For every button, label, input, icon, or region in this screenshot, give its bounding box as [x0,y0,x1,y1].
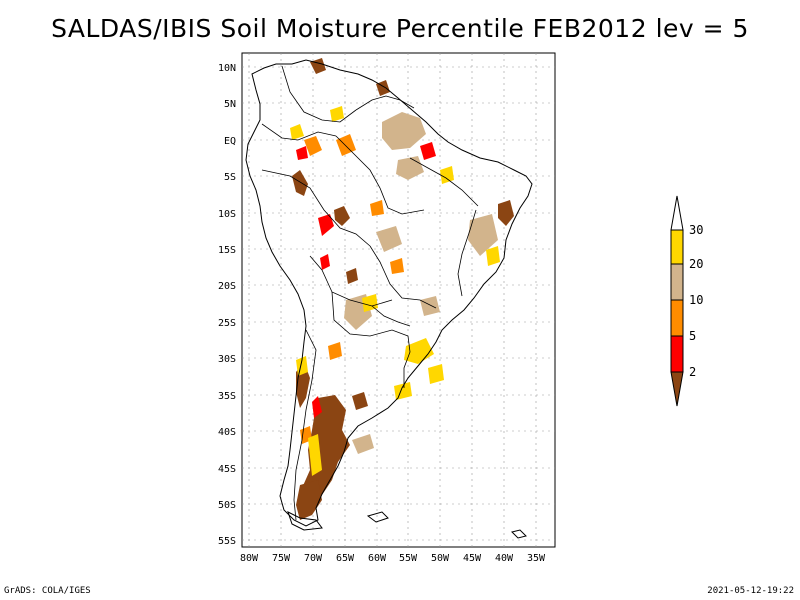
legend-label-5: 5 [689,329,696,343]
south-georgia [511,529,527,539]
lon-tick-80w: 80W [240,553,259,564]
lat-tick-5n: 5N [224,99,236,110]
legend-swatch-below-2 [670,371,684,407]
map-title: SALDAS/IBIS Soil Moisture Percentile FEB… [51,14,749,43]
south-america-coastline [245,59,533,527]
footer-timestamp: 2021-05-12-19:22 [707,586,794,596]
lat-tick-25s: 25S [218,318,236,329]
footer-credit: GrADS: COLA/IGES [4,586,91,596]
lat-tick-40s: 40S [218,427,236,438]
color-legend: 30 20 10 5 2 [670,195,703,407]
lat-tick-20s: 20S [218,281,236,292]
lat-tick-55s: 55S [218,536,236,547]
lon-tick-50w: 50W [431,553,450,564]
lon-tick-65w: 65W [336,553,355,564]
tierra-del-fuego [287,511,323,531]
lat-tick-eq: EQ [224,136,236,147]
lon-tick-35w: 35W [527,553,546,564]
longitude-ticks: 80W 75W 70W 65W 60W 55W 50W 45W 40W 35W [240,553,546,564]
legend-swatch-5-10 [670,299,684,337]
lat-tick-5s: 5S [224,172,236,183]
legend-swatch-10-20 [670,263,684,301]
lat-tick-10n: 10N [218,63,236,74]
legend-swatch-above-30 [670,195,684,231]
lat-tick-15s: 15S [218,245,236,256]
lon-tick-45w: 45W [463,553,482,564]
lat-tick-35s: 35S [218,391,236,402]
legend-label-2: 2 [689,365,696,379]
lon-tick-60w: 60W [368,553,387,564]
lat-tick-10s: 10S [218,209,236,220]
lat-tick-45s: 45S [218,464,236,475]
lon-tick-70w: 70W [304,553,323,564]
legend-label-10: 10 [689,293,703,307]
lat-tick-30s: 30S [218,354,236,365]
latitude-ticks: 10N 5N EQ 5S 10S 15S 20S 25S 30S 35S 40S… [218,63,236,547]
legend-swatch-2-5 [670,335,684,373]
lon-tick-75w: 75W [272,553,291,564]
legend-label-30: 30 [689,223,703,237]
legend-label-20: 20 [689,257,703,271]
lon-tick-55w: 55W [399,553,418,564]
legend-swatch-20-30 [670,229,684,265]
falkland-islands [366,511,389,523]
lat-tick-50s: 50S [218,500,236,511]
country-borders [261,65,479,521]
lon-tick-40w: 40W [495,553,514,564]
